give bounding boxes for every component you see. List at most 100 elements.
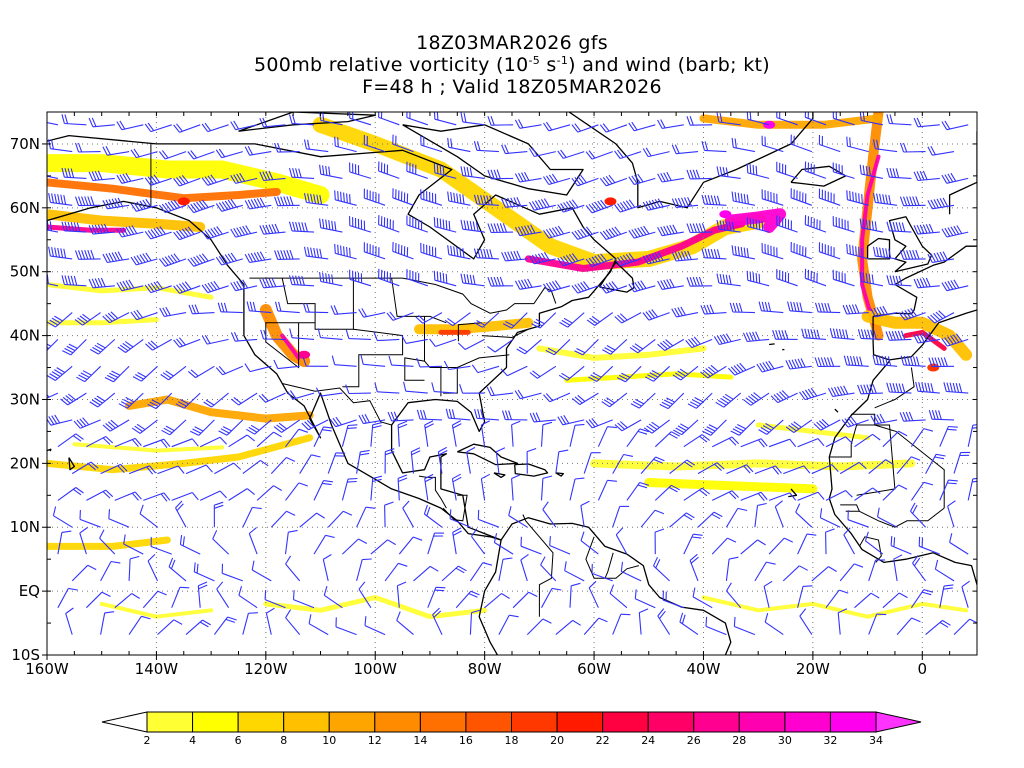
barb-staff: [763, 586, 770, 608]
barb-flag: [311, 454, 321, 458]
barb-staff: [313, 480, 324, 501]
barb-staff: [519, 177, 542, 183]
barb-flag: [331, 220, 334, 231]
barb-staff: [790, 250, 812, 260]
barb-flag: [504, 144, 510, 154]
barb-flag: [150, 175, 158, 184]
barb-flag: [176, 284, 183, 293]
wind-barb: [441, 565, 467, 582]
wind-barb: [173, 123, 201, 133]
wind-barb: [460, 166, 485, 179]
wind-barb: [508, 506, 528, 528]
barb-flag: [839, 589, 849, 594]
barb-flag: [251, 560, 255, 571]
barb-staff: [150, 545, 172, 555]
barb-flag: [831, 464, 839, 472]
barb-flag: [322, 482, 332, 486]
barb-staff: [705, 625, 727, 636]
barb-flag: [657, 280, 663, 290]
barb-flag: [62, 350, 72, 356]
barb-flag: [239, 226, 246, 236]
wind-barb: [620, 561, 642, 582]
barb-flag: [898, 222, 903, 232]
barb-staff: [833, 278, 855, 287]
barb-staff: [620, 258, 642, 267]
wind-barb: [104, 365, 130, 383]
barb-flag: [773, 394, 781, 402]
wind-barb: [746, 270, 770, 287]
barb-staff: [953, 452, 962, 474]
barb-flag: [692, 169, 697, 179]
barb-flag: [51, 371, 61, 377]
barb-staff: [193, 258, 215, 267]
wind-barb: [899, 249, 926, 260]
barb-staff: [861, 227, 884, 233]
barb-flag: [230, 175, 237, 184]
wind-barb: [74, 312, 101, 326]
barb-flag: [110, 419, 119, 427]
barb-flag: [885, 194, 889, 205]
barb-flag: [40, 391, 46, 398]
barb-flag: [860, 329, 865, 339]
barb-flag: [72, 435, 82, 442]
barb-flag: [542, 475, 553, 479]
barb-staff: [804, 337, 827, 340]
barb-flag: [77, 317, 86, 324]
barb-flag: [946, 382, 950, 392]
barb-flag: [580, 174, 587, 184]
wind-barb: [259, 170, 286, 182]
wind-barb: [616, 365, 642, 383]
barb-flag: [944, 227, 951, 237]
barb-flag: [605, 229, 613, 238]
barb-flag: [568, 200, 576, 209]
wind-barb: [89, 338, 116, 355]
barb-staff: [621, 312, 642, 324]
barb-flag: [160, 493, 168, 502]
barb-flag: [262, 224, 268, 235]
barb-flag: [220, 302, 225, 313]
barb-flag: [943, 584, 954, 587]
barb-staff: [811, 566, 829, 582]
barb-flag: [74, 250, 80, 260]
colorbar-bin: [146, 711, 194, 733]
barb-flag: [260, 329, 265, 340]
barb-flag: [190, 150, 198, 159]
barb-flag: [614, 204, 621, 213]
barb-flag: [164, 256, 172, 265]
barb-flag: [61, 167, 65, 178]
barb-flag: [706, 304, 712, 314]
barb-flag: [766, 561, 776, 565]
barb-flag: [617, 314, 625, 323]
barb-flag: [362, 558, 372, 561]
wind-barb: [837, 608, 848, 635]
wind-barb: [197, 581, 208, 608]
barb-flag: [922, 277, 928, 288]
coastline: [555, 472, 565, 477]
barb-staff: [441, 565, 459, 582]
barb-flag: [543, 283, 550, 293]
wind-barb: [776, 215, 798, 233]
barb-staff: [689, 560, 699, 582]
barb-flag: [325, 219, 328, 230]
colorbar-label: 22: [596, 734, 610, 747]
barb-flag: [679, 612, 684, 623]
barb-flag: [54, 369, 63, 375]
wind-barb: [86, 591, 111, 609]
barb-flag: [212, 530, 218, 540]
barb-flag: [701, 223, 707, 233]
barb-staff: [577, 177, 599, 187]
barb-flag: [600, 199, 607, 208]
barb-flag: [502, 557, 513, 560]
barb-flag: [508, 506, 512, 516]
barb-flag: [737, 246, 740, 256]
barb-flag: [116, 282, 123, 291]
vorticity-max: [604, 197, 617, 206]
barb-flag: [892, 221, 897, 232]
barb-staff: [919, 545, 940, 555]
wind-barb: [868, 613, 887, 635]
barb-flag: [480, 195, 484, 205]
barb-flag: [857, 329, 862, 339]
barb-flag: [246, 428, 255, 435]
wind-barb: [870, 413, 898, 425]
wind-barb: [459, 384, 485, 394]
